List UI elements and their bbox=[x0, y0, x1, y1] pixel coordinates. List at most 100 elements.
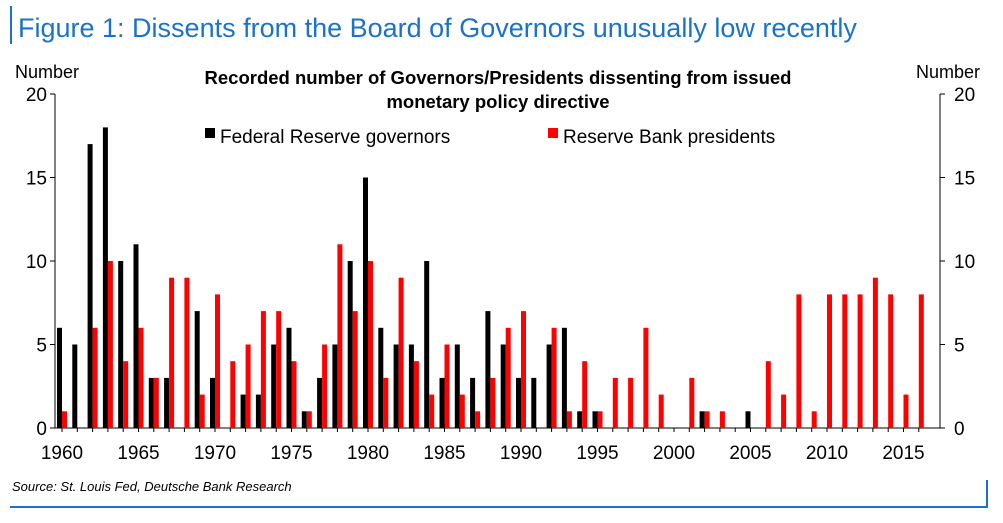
presidents-bar-1965 bbox=[138, 327, 144, 428]
governors-bar-1984 bbox=[424, 261, 430, 428]
presidents-bar-1995 bbox=[597, 411, 603, 428]
presidents-bar-2003 bbox=[719, 411, 725, 428]
y-tick-label-left: 10 bbox=[26, 252, 47, 273]
legend-label-governors: Federal Reserve governors bbox=[220, 127, 450, 148]
governors-bar-1980 bbox=[363, 177, 368, 428]
governors-bar-1991 bbox=[531, 377, 537, 428]
presidents-bar-1979 bbox=[352, 311, 358, 428]
presidents-bar-1964 bbox=[123, 361, 129, 428]
y-tick-label-right: 10 bbox=[954, 252, 975, 273]
presidents-bar-1982 bbox=[398, 277, 404, 428]
right-rule bbox=[986, 480, 988, 508]
presidents-bar-1980 bbox=[368, 261, 373, 428]
governors-bar-1988 bbox=[485, 311, 491, 428]
presidents-bar-1962 bbox=[92, 327, 98, 428]
presidents-bar-1985 bbox=[444, 344, 450, 428]
presidents-bar-1970 bbox=[215, 294, 220, 428]
governors-bar-1981 bbox=[378, 327, 384, 428]
governors-bar-1992 bbox=[546, 344, 552, 428]
x-tick-label: 2015 bbox=[882, 443, 924, 464]
presidents-bar-2012 bbox=[857, 294, 863, 428]
presidents-bar-1973 bbox=[260, 311, 266, 428]
governors-bar-1990 bbox=[516, 377, 521, 428]
chart-labels: 0 0 5 5 10 10 15 15 20 20 1960 1965 1970 1975 1980 1985… bbox=[15, 62, 980, 464]
presidents-bar-1981 bbox=[383, 377, 389, 428]
figure-title: Figure 1: Dissents from the Board of Gov… bbox=[18, 13, 857, 43]
governors-bar-1995 bbox=[592, 411, 598, 428]
x-tick-label: 2000 bbox=[653, 443, 695, 464]
governors-bar-1993 bbox=[561, 327, 567, 428]
x-tick-label: 2010 bbox=[806, 443, 848, 464]
presidents-bar-2011 bbox=[842, 294, 848, 428]
chart-title-line: monetary policy directive bbox=[386, 91, 609, 112]
y-axis-label-left: Number bbox=[15, 62, 79, 82]
presidents-bar-1997 bbox=[628, 377, 634, 428]
presidents-bar-2016 bbox=[918, 294, 924, 428]
presidents-bar-1966 bbox=[153, 377, 159, 428]
y-axis-label-right: Number bbox=[916, 62, 980, 82]
presidents-bar-1993 bbox=[566, 411, 572, 428]
presidents-bar-1975 bbox=[291, 361, 297, 428]
legend-swatch-presidents bbox=[548, 128, 558, 138]
x-tick-label: 1980 bbox=[347, 443, 389, 464]
presidents-bar-2010 bbox=[827, 294, 832, 428]
presidents-bar-1986 bbox=[459, 394, 465, 428]
x-tick-label: 1990 bbox=[500, 443, 542, 464]
presidents-bar-1960 bbox=[62, 411, 67, 428]
presidents-bar-1976 bbox=[306, 411, 312, 428]
presidents-bar-1987 bbox=[475, 411, 481, 428]
presidents-bar-1972 bbox=[245, 344, 251, 428]
x-tick-label: 1995 bbox=[576, 443, 618, 464]
y-tick-label-right: 15 bbox=[954, 169, 975, 190]
governors-bar-1994 bbox=[577, 411, 583, 428]
y-tick-label-left: 5 bbox=[36, 336, 47, 357]
bottom-rule bbox=[10, 506, 988, 508]
governors-bar-1967 bbox=[164, 377, 170, 428]
chart-title-line: Recorded number of Governors/Presidents … bbox=[205, 67, 792, 88]
x-tick-label: 1960 bbox=[41, 443, 83, 464]
governors-bar-1975 bbox=[286, 327, 292, 428]
governors-bar-1979 bbox=[347, 261, 353, 428]
presidents-bar-1971 bbox=[230, 361, 236, 428]
x-tick-label: 1970 bbox=[194, 443, 236, 464]
source-note: Source: St. Louis Fed, Deutsche Bank Res… bbox=[12, 479, 292, 494]
governors-bar-1985 bbox=[439, 377, 445, 428]
presidents-bar-1988 bbox=[490, 377, 496, 428]
legend-swatch-governors bbox=[205, 128, 215, 138]
governors-bar-2005 bbox=[745, 411, 751, 428]
presidents-bar-1999 bbox=[658, 394, 664, 428]
governors-bar-1973 bbox=[255, 394, 261, 428]
governors-bar-1978 bbox=[332, 344, 338, 428]
presidents-bar-1994 bbox=[582, 361, 588, 428]
governors-bar-1963 bbox=[102, 127, 108, 429]
y-tick-label-left: 15 bbox=[26, 169, 47, 190]
presidents-bar-2007 bbox=[781, 394, 787, 428]
x-tick-label: 1975 bbox=[270, 443, 312, 464]
x-tick-label: 1985 bbox=[423, 443, 465, 464]
presidents-bar-1992 bbox=[551, 327, 557, 428]
presidents-bar-2013 bbox=[872, 277, 878, 428]
presidents-bar-1967 bbox=[169, 277, 175, 428]
y-tick-label-right: 5 bbox=[954, 336, 965, 357]
y-tick-label-right: 20 bbox=[954, 85, 975, 106]
presidents-bar-1998 bbox=[643, 327, 649, 428]
y-tick-label-right: 0 bbox=[954, 419, 965, 440]
governors-bar-1965 bbox=[133, 244, 139, 428]
presidents-bar-1996 bbox=[612, 377, 618, 428]
governors-bar-1983 bbox=[408, 344, 414, 428]
governors-bar-1982 bbox=[393, 344, 399, 428]
chart-axes bbox=[50, 93, 945, 432]
presidents-bar-1990 bbox=[521, 311, 526, 428]
governors-bar-1972 bbox=[240, 394, 246, 428]
governors-bar-1976 bbox=[301, 411, 307, 428]
presidents-bar-2015 bbox=[903, 394, 909, 428]
presidents-bar-2014 bbox=[888, 294, 894, 428]
governors-bar-1986 bbox=[454, 344, 460, 428]
presidents-bar-1977 bbox=[322, 344, 328, 428]
governors-bar-1962 bbox=[87, 144, 93, 428]
governors-bar-1969 bbox=[194, 311, 200, 428]
presidents-bar-2009 bbox=[811, 411, 817, 428]
governors-bar-2002 bbox=[699, 411, 705, 428]
x-tick-label: 1965 bbox=[117, 443, 159, 464]
